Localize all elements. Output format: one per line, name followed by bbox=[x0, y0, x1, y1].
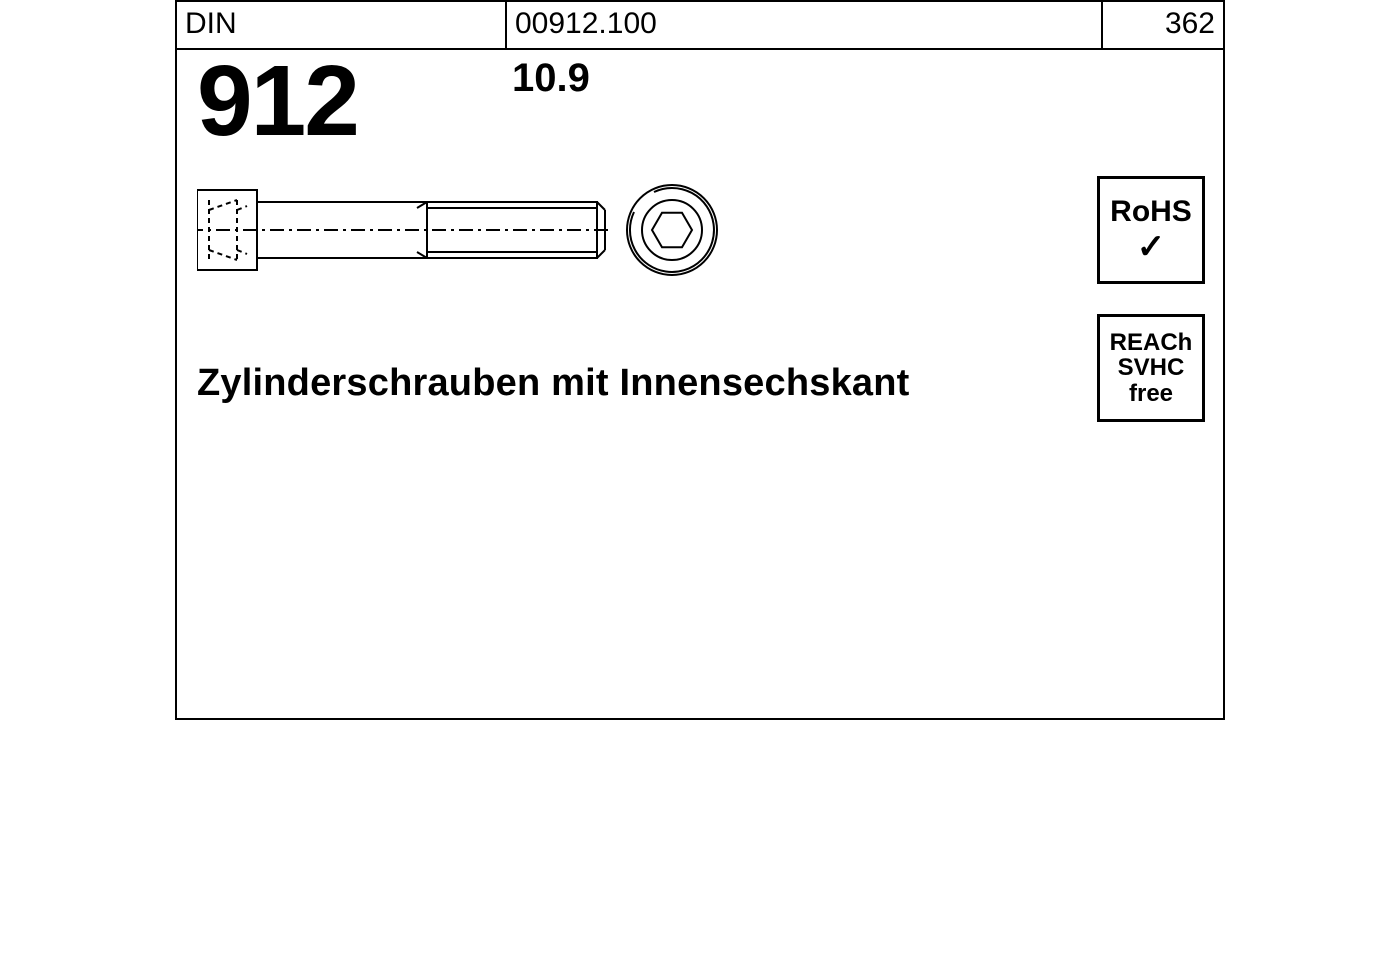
body-area: 912 10.9 bbox=[177, 50, 1223, 718]
reach-badge: REACh SVHC free bbox=[1097, 314, 1205, 422]
reach-line2: SVHC bbox=[1118, 355, 1185, 380]
header-standard: DIN bbox=[177, 2, 507, 48]
screw-diagram bbox=[197, 180, 737, 280]
header-page: 362 bbox=[1103, 2, 1223, 48]
reach-line1: REACh bbox=[1110, 330, 1193, 355]
product-description: Zylinderschrauben mit Innensechskant bbox=[197, 362, 910, 405]
check-icon: ✓ bbox=[1137, 230, 1166, 264]
spec-card: DIN 00912.100 362 912 10.9 bbox=[175, 0, 1225, 720]
rohs-badge: RoHS ✓ bbox=[1097, 176, 1205, 284]
strength-grade: 10.9 bbox=[512, 56, 590, 101]
din-number: 912 bbox=[197, 44, 358, 159]
reach-line3: free bbox=[1129, 381, 1173, 406]
header-row: DIN 00912.100 362 bbox=[177, 2, 1223, 50]
header-code: 00912.100 bbox=[507, 2, 1103, 48]
rohs-label: RoHS bbox=[1110, 196, 1192, 228]
